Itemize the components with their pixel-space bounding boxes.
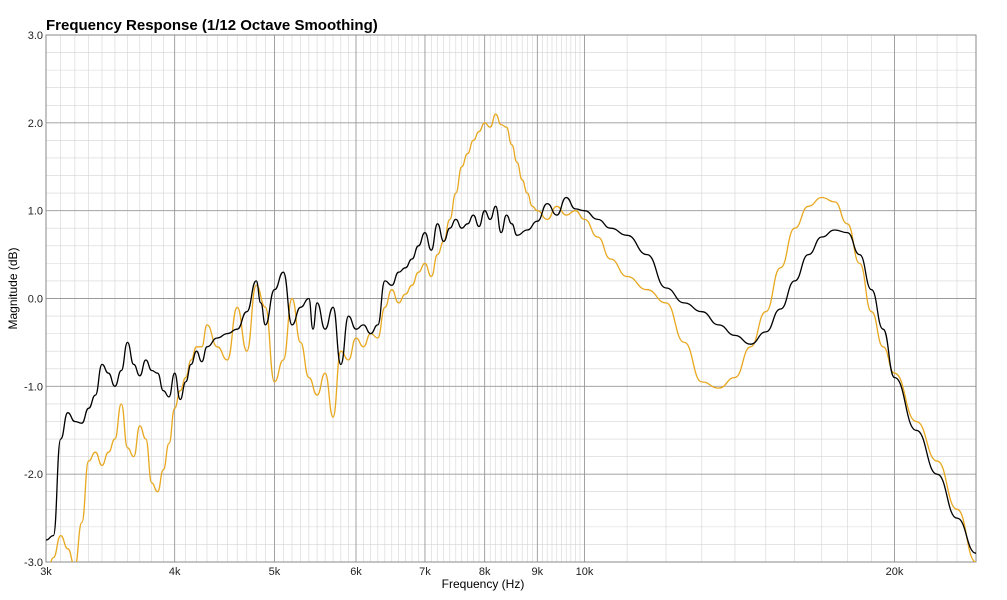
y-tick-label: 3.0	[28, 30, 43, 42]
x-tick-label: 10k	[576, 566, 594, 578]
y-tick-label: 1.0	[28, 206, 43, 218]
y-tick-labels: 3.0 2.0 1.0 0.0 -1.0 -2.0 -3.0	[24, 30, 43, 569]
x-tick-label: 6k	[350, 566, 362, 578]
series-line-1	[46, 196, 976, 554]
x-tick-labels: 3k 4k 5k 6k 7k 8k 9k 10k 20k	[40, 566, 904, 578]
series-line-2	[50, 113, 976, 562]
y-tick-label: 2.0	[28, 118, 43, 130]
chart-title: Frequency Response (1/12 Octave Smoothin…	[46, 17, 378, 34]
x-axis-label: Frequency (Hz)	[442, 577, 525, 591]
x-tick-label: 4k	[169, 566, 181, 578]
x-tick-label: 3k	[40, 566, 52, 578]
y-tick-label: 0.0	[28, 294, 43, 306]
x-tick-label: 7k	[419, 566, 431, 578]
x-tick-label: 8k	[479, 566, 491, 578]
y-tick-label: -2.0	[24, 469, 43, 481]
y-axis-label: Magnitude (dB)	[6, 247, 20, 329]
x-tick-label: 9k	[532, 566, 544, 578]
x-tick-label: 5k	[269, 566, 281, 578]
x-tick-label: 20k	[886, 566, 904, 578]
y-tick-label: -1.0	[24, 381, 43, 393]
y-tick-label: -3.0	[24, 557, 43, 569]
plot-frame	[45, 34, 977, 563]
series-layer	[46, 113, 976, 562]
